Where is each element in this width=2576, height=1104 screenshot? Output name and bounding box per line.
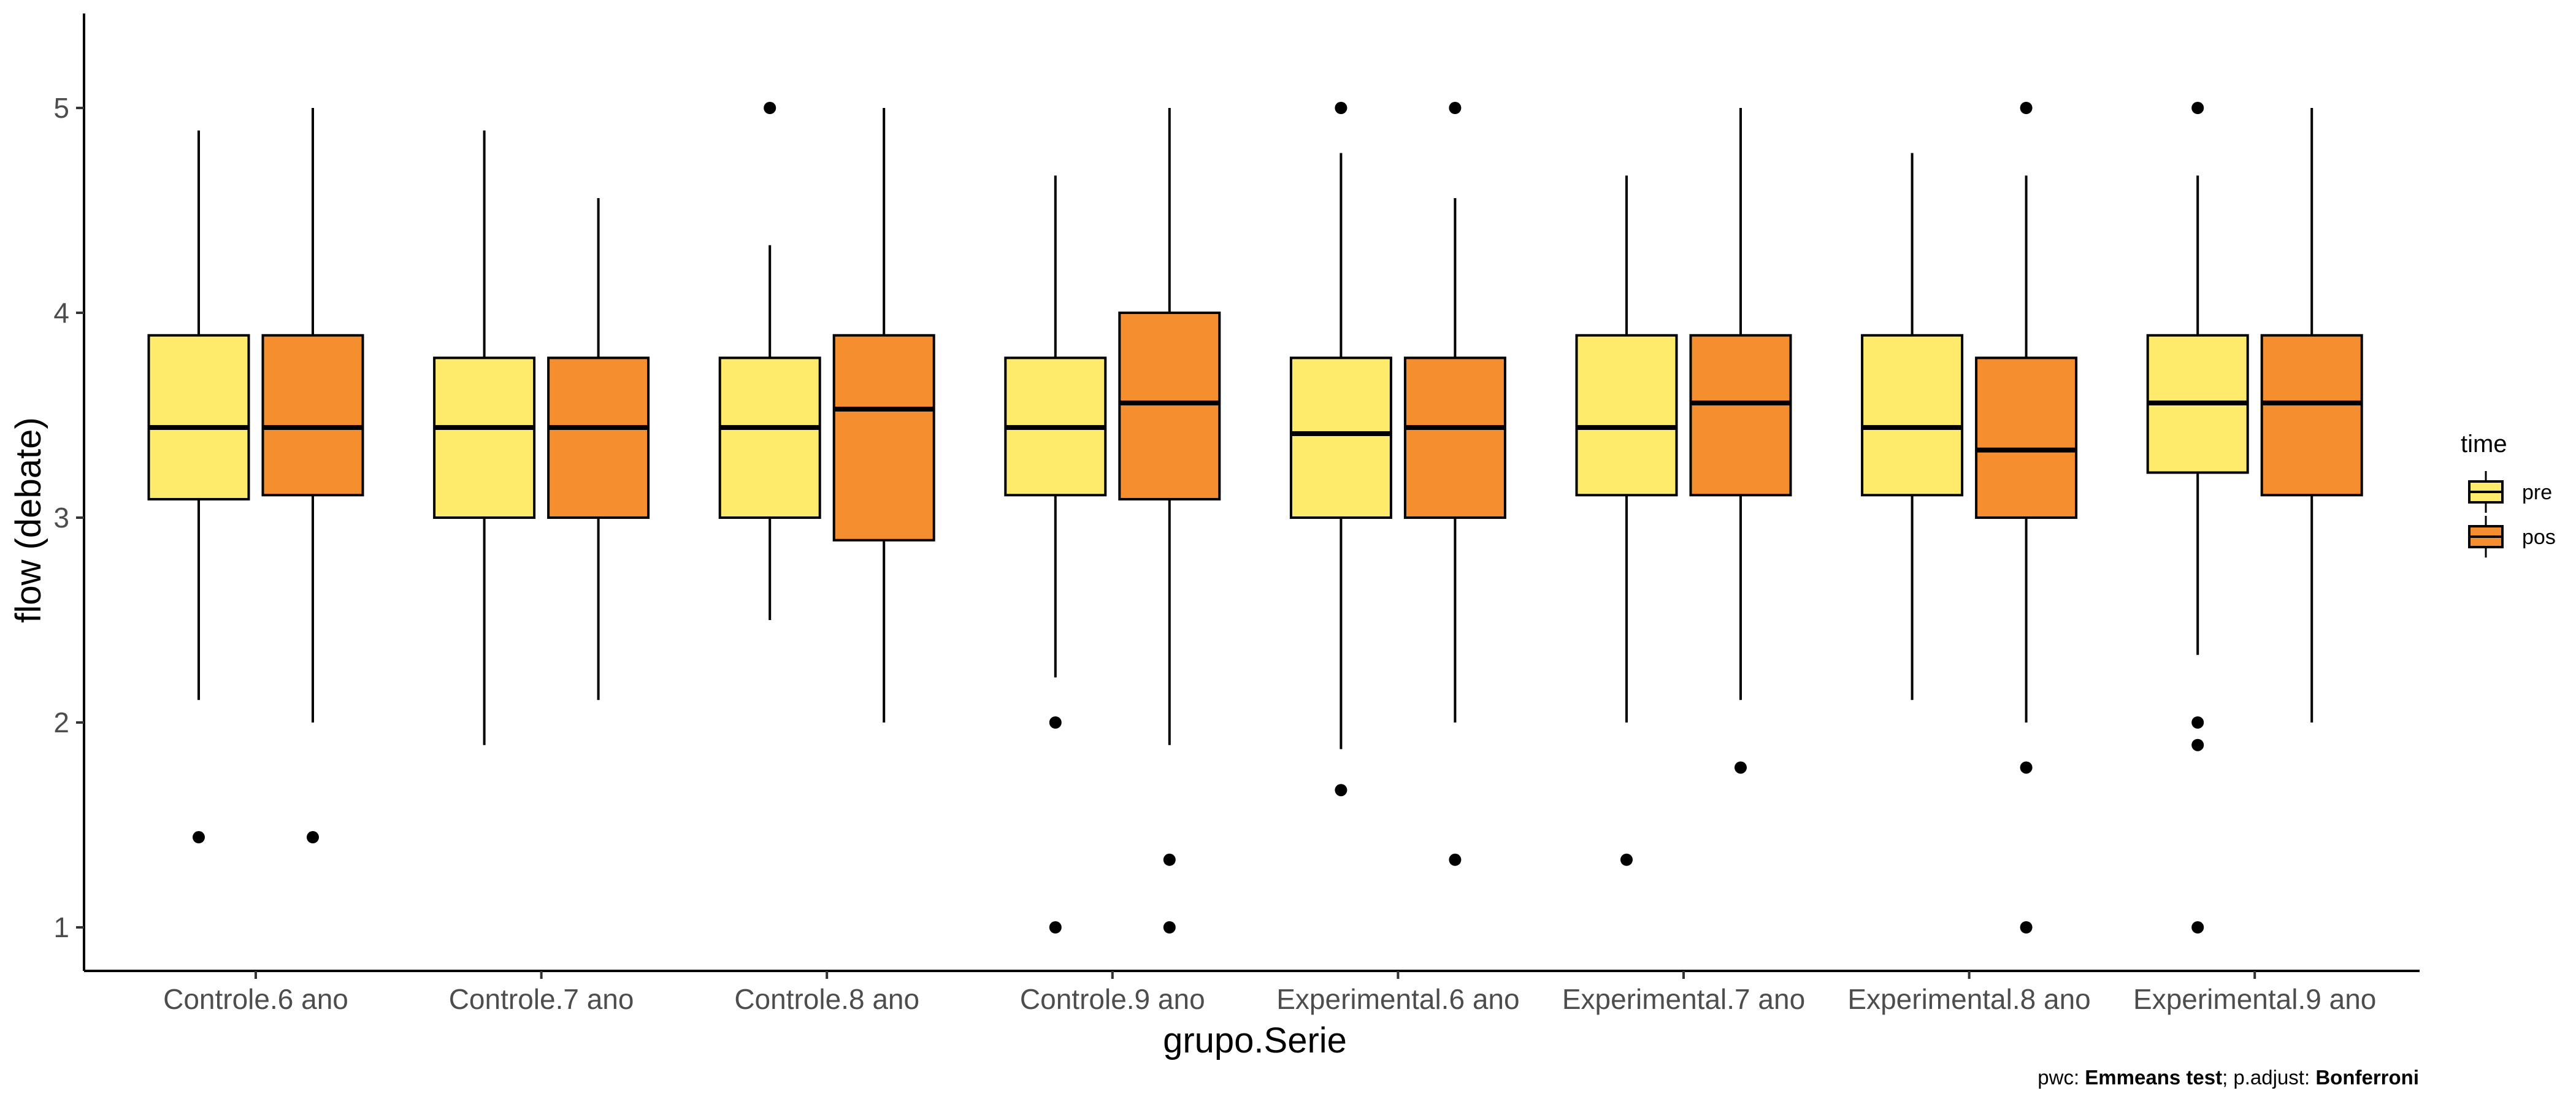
box-body-experimental-8-ano-pos bbox=[1975, 356, 2078, 519]
x-tick-label-controle-8-ano: Controle.8 ano bbox=[734, 983, 919, 1015]
caption-prefix: pwc: bbox=[2037, 1066, 2085, 1089]
x-tick-label-experimental-7-ano: Experimental.7 ano bbox=[1562, 983, 1805, 1015]
axes: 1 2 3 4 5 Controle.6 ano Controle.7 ano Control… bbox=[53, 13, 2420, 1015]
box-body-experimental-6-ano-pre bbox=[1289, 356, 1392, 519]
caption-adjust: Bonferroni bbox=[2315, 1066, 2419, 1089]
outlier-controle-9-ano-pos-1 bbox=[1163, 921, 1176, 933]
outlier-experimental-7-ano-pre-0 bbox=[1620, 853, 1633, 866]
outlier-experimental-9-ano-pre-3 bbox=[2191, 921, 2204, 933]
x-axis-title: grupo.Serie bbox=[1163, 1021, 1347, 1060]
box-body-experimental-8-ano-pre bbox=[1861, 334, 1964, 497]
outlier-experimental-6-ano-pos-0 bbox=[1449, 102, 1462, 114]
box-controle-8-ano-pre bbox=[718, 102, 821, 620]
outlier-experimental-6-ano-pre-1 bbox=[1335, 784, 1347, 797]
x-tick-label-controle-9-ano: Controle.9 ano bbox=[1020, 983, 1205, 1015]
box-body-experimental-7-ano-pre bbox=[1575, 334, 1678, 497]
box-controle-9-ano-pre bbox=[1004, 175, 1107, 933]
outlier-experimental-7-ano-pos-0 bbox=[1735, 761, 1747, 774]
outlier-experimental-8-ano-pos-1 bbox=[2020, 761, 2033, 774]
outlier-controle-9-ano-pre-0 bbox=[1049, 716, 1062, 729]
x-tick-label-controle-7-ano: Controle.7 ano bbox=[449, 983, 634, 1015]
box-controle-6-ano-pre bbox=[147, 130, 250, 844]
box-body-controle-8-ano-pos bbox=[832, 334, 935, 542]
outlier-controle-6-ano-pos-0 bbox=[307, 831, 319, 844]
caption-test: Emmeans test bbox=[2085, 1066, 2222, 1089]
x-tick-label-experimental-6-ano: Experimental.6 ano bbox=[1276, 983, 1519, 1015]
legend-entry-pos: pos bbox=[2468, 516, 2556, 558]
outlier-experimental-8-ano-pos-0 bbox=[2020, 102, 2033, 114]
x-tick-label-experimental-9-ano: Experimental.9 ano bbox=[2133, 983, 2376, 1015]
outlier-controle-8-ano-pre-0 bbox=[764, 102, 776, 114]
outlier-controle-9-ano-pos-0 bbox=[1163, 853, 1176, 866]
box-body-controle-6-ano-pre bbox=[147, 334, 250, 500]
box-body-experimental-9-ano-pos bbox=[2260, 334, 2363, 497]
plot-area bbox=[147, 102, 2363, 933]
box-experimental-6-ano-pre bbox=[1289, 102, 1392, 797]
outlier-controle-6-ano-pre-0 bbox=[193, 831, 205, 844]
box-body-controle-8-ano-pre bbox=[718, 356, 821, 519]
x-tick-label-experimental-8-ano: Experimental.8 ano bbox=[1847, 983, 2090, 1015]
y-axis-title: flow (debate) bbox=[9, 417, 48, 623]
box-experimental-7-ano-pos bbox=[1689, 108, 1792, 774]
box-body-controle-6-ano-pos bbox=[261, 334, 364, 497]
outlier-experimental-9-ano-pre-0 bbox=[2191, 102, 2204, 114]
box-experimental-8-ano-pre bbox=[1861, 153, 1964, 700]
y-tick-label-1: 1 bbox=[53, 911, 69, 943]
box-controle-9-ano-pos bbox=[1118, 108, 1221, 933]
outlier-controle-9-ano-pre-1 bbox=[1049, 921, 1062, 933]
caption-middle: ; p.adjust: bbox=[2222, 1066, 2315, 1089]
box-controle-8-ano-pos bbox=[832, 108, 935, 723]
x-tick-label-controle-6-ano: Controle.6 ano bbox=[163, 983, 348, 1015]
legend-title: time bbox=[2461, 431, 2507, 458]
box-experimental-9-ano-pre bbox=[2146, 102, 2249, 933]
y-tick-label-5: 5 bbox=[53, 92, 69, 124]
box-experimental-6-ano-pos bbox=[1403, 102, 1506, 866]
box-body-controle-9-ano-pos bbox=[1118, 312, 1221, 500]
outlier-experimental-9-ano-pre-1 bbox=[2191, 716, 2204, 729]
box-controle-7-ano-pos bbox=[547, 197, 650, 700]
y-tick-label-4: 4 bbox=[53, 297, 69, 329]
box-body-experimental-7-ano-pos bbox=[1689, 334, 1792, 497]
box-controle-6-ano-pos bbox=[261, 108, 364, 844]
legend-label-pos: pos bbox=[2522, 526, 2556, 549]
box-experimental-9-ano-pos bbox=[2260, 108, 2363, 723]
outlier-experimental-9-ano-pre-2 bbox=[2191, 738, 2204, 751]
box-experimental-8-ano-pos bbox=[1975, 102, 2078, 933]
box-body-experimental-6-ano-pos bbox=[1403, 356, 1506, 519]
box-experimental-7-ano-pre bbox=[1575, 175, 1678, 866]
box-body-controle-7-ano-pre bbox=[433, 356, 536, 519]
legend-label-pre: pre bbox=[2522, 481, 2552, 504]
box-body-controle-7-ano-pos bbox=[547, 356, 650, 519]
caption: pwc: Emmeans test; p.adjust: Bonferroni bbox=[2037, 1066, 2419, 1089]
outlier-experimental-8-ano-pos-2 bbox=[2020, 921, 2033, 933]
y-tick-label-3: 3 bbox=[53, 502, 69, 534]
box-controle-7-ano-pre bbox=[433, 130, 536, 745]
legend-entry-pre: pre bbox=[2468, 471, 2552, 513]
y-tick-label-2: 2 bbox=[53, 707, 69, 738]
outlier-experimental-6-ano-pos-1 bbox=[1449, 853, 1462, 866]
outlier-experimental-6-ano-pre-0 bbox=[1335, 102, 1347, 114]
